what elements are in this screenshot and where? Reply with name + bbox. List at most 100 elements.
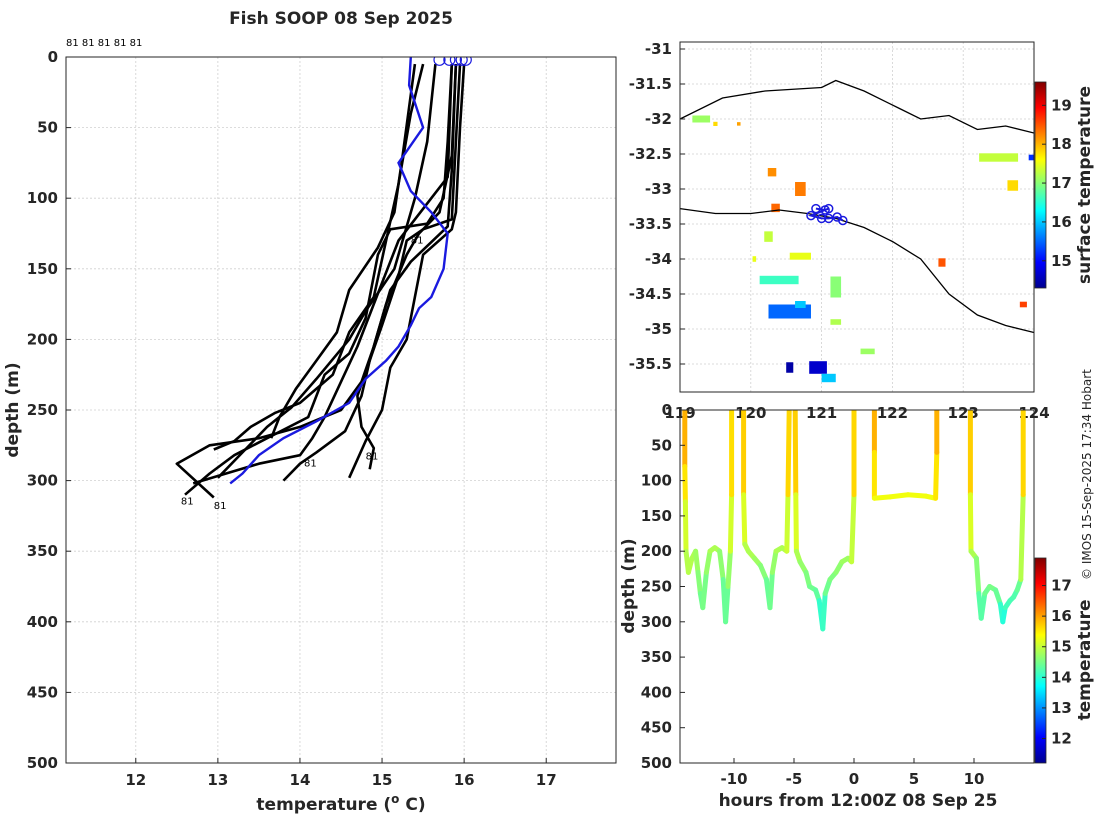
cast-1-segment	[703, 548, 713, 575]
map-x-tick-label: 121	[806, 404, 837, 422]
section-colorbar-tick-label: 14	[1051, 668, 1072, 686]
section-y-axis-label: depth (m)	[619, 538, 639, 633]
profile-y-tick-label: 0	[48, 48, 58, 66]
map-y-tick-label: -35	[645, 320, 672, 338]
map-colorbar-tick-label: 19	[1051, 96, 1072, 114]
sst-patch	[786, 362, 794, 373]
map-colorbar	[1034, 81, 1047, 289]
cast-1-segment	[727, 492, 735, 554]
cast-2-segment	[741, 492, 748, 547]
profile-x-tick-label: 13	[207, 771, 228, 789]
section-y-tick-label: 200	[641, 542, 672, 560]
cast-location-marker	[811, 203, 821, 214]
section-colorbar-tick-label: 17	[1051, 577, 1072, 595]
map-axis-ticks: 119 120 121 122 123 124-31-31.5-32-32.5-33-33…	[629, 40, 1050, 422]
profile-y-tick-label: 250	[27, 401, 58, 419]
cast-1-segment	[725, 548, 733, 589]
cast-2-segment	[784, 492, 791, 554]
section-x-tick-label: 0	[849, 770, 859, 788]
section-y-tick-label: 250	[641, 578, 672, 596]
coastline-lower	[680, 207, 1034, 334]
profile-y-tick-label: 450	[27, 683, 58, 701]
coastline-upper	[680, 79, 1034, 134]
cast-1-segment	[682, 499, 689, 554]
section-axes-box	[679, 409, 1035, 764]
sst-patch	[979, 153, 1019, 162]
section-y-tick-label: 150	[641, 507, 672, 525]
cast-location-marker	[816, 213, 827, 224]
map-colorbar-tick-label: 17	[1051, 174, 1072, 192]
section-y-tick-label: 350	[641, 648, 672, 666]
map-colorbar-tick-label: 18	[1051, 135, 1072, 153]
cast-2-segment	[785, 410, 792, 498]
profile-line-9	[269, 63, 417, 439]
cast-annotation: 81	[304, 459, 317, 470]
sst-patch	[809, 361, 827, 374]
map-y-tick-label: -33	[645, 180, 672, 198]
map-grid	[680, 42, 1034, 392]
map-y-tick-label: -31.5	[629, 75, 672, 93]
sst-patch	[752, 256, 757, 262]
map-content	[680, 79, 1034, 383]
cast-start-marker	[443, 57, 456, 66]
cast-annotation: 81	[366, 452, 379, 463]
section-x-tick-label: 10	[964, 770, 985, 788]
profile-x-tick-label: 15	[372, 771, 393, 789]
sst-patch	[830, 319, 842, 325]
map-colorbar-tick-label: 15	[1051, 252, 1072, 270]
cast-4-segment	[871, 494, 893, 501]
section-colorbar-tick-label: 15	[1051, 638, 1072, 656]
cast-location-marker	[823, 203, 834, 214]
profile-y-tick-label: 150	[27, 260, 58, 278]
cast-5-segment	[973, 555, 982, 597]
profile-x-tick-label: 16	[454, 771, 475, 789]
sst-patch	[821, 373, 836, 383]
section-colorbar-ticks: 12 13 14 15 16 17	[1042, 577, 1072, 748]
section-x-axis-label: hours from 12:00Z 08 Sep 25	[719, 791, 998, 811]
section-y-tick-label: 0	[662, 401, 672, 419]
profile-line-6	[192, 64, 454, 485]
profile-y-axis-label: depth (m)	[3, 362, 23, 457]
cast-5-segment	[978, 591, 988, 621]
chart-title: Fish SOOP 08 Sep 2025	[229, 9, 453, 29]
profile-axis-ticks: 12 13 14 15 16 17 0 50 100 150 200 250 300 350 400 450 5…	[27, 48, 557, 789]
profile-y-tick-label: 500	[27, 754, 58, 772]
section-casts	[682, 410, 1026, 632]
cast-start-marker	[459, 57, 472, 66]
section-y-tick-label: 400	[641, 683, 672, 701]
x-label-tail: C)	[399, 795, 425, 815]
profile-y-tick-label: 350	[27, 542, 58, 560]
map-colorbar-ticks: 15 16 17 18 19	[1042, 96, 1072, 270]
profile-line-3	[282, 64, 462, 482]
sst-patch	[759, 275, 799, 285]
cast-2-segment	[769, 548, 779, 575]
sst-patch	[1028, 154, 1034, 161]
sst-patch	[1007, 180, 1019, 191]
section-y-tick-label: 100	[641, 472, 672, 490]
cast-location-marker	[838, 215, 848, 226]
section-y-tick-label: 500	[641, 754, 672, 772]
sst-patch	[764, 231, 773, 242]
section-colorbar-tick-label: 12	[1051, 730, 1072, 748]
map-axes-box	[679, 41, 1035, 393]
sst-patch	[692, 115, 711, 123]
cast-start-marker	[449, 57, 463, 66]
map-x-tick-label: 122	[877, 404, 908, 422]
cast-3-segment	[792, 410, 799, 498]
sst-patch	[789, 252, 811, 260]
profile-axes-box	[65, 56, 617, 764]
profile-x-tick-label: 12	[125, 771, 146, 789]
section-y-tick-label: 300	[641, 613, 672, 631]
cast-4-segment	[905, 492, 929, 499]
map-y-tick-label: -32	[645, 110, 672, 128]
sst-patch	[736, 122, 741, 126]
map-colorbar-tick-label: 16	[1051, 213, 1072, 231]
cast-location-marker	[806, 210, 816, 221]
cast-annotation: 81	[214, 501, 227, 512]
profile-x-axis-label: temperature (o C)	[256, 792, 425, 815]
map-y-tick-label: -33.5	[629, 215, 672, 233]
section-x-tick-label: -5	[786, 770, 803, 788]
profile-lines: 81 81 81 81 81	[175, 57, 472, 512]
cast-3-segment	[793, 492, 799, 554]
